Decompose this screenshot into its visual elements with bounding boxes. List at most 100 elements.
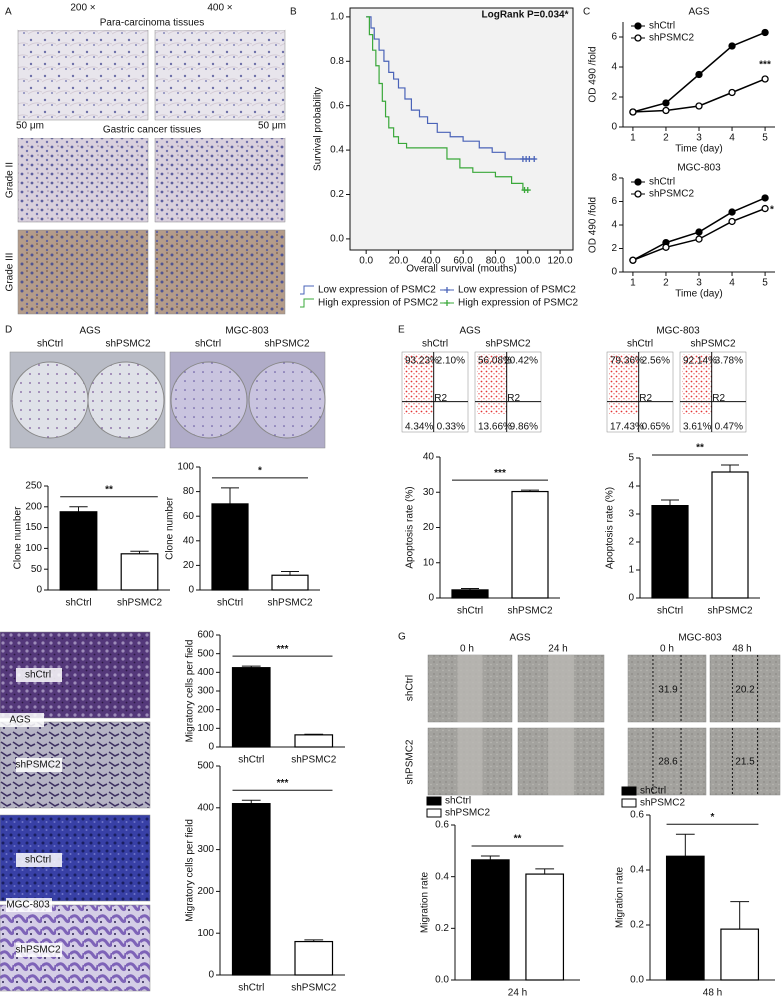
chart-title: MGC-803 — [677, 163, 721, 174]
legend-label: High expression of PSMC2 — [458, 298, 578, 309]
y-tick-label: 200 — [197, 886, 214, 897]
annotation: LogRank P=0.034* — [482, 10, 569, 21]
x-tick-label: shCtrl — [65, 598, 91, 609]
label: shPSMC2 — [15, 760, 60, 771]
y-tick-label: 200 — [197, 704, 214, 715]
image — [17, 29, 149, 121]
x-tick-label: shPSMC2 — [707, 606, 752, 617]
label: shCtrl — [25, 670, 51, 681]
label: shCtrl — [422, 339, 448, 350]
bar — [451, 589, 489, 599]
y-tick-label: 6 — [611, 32, 617, 43]
label: MGC-803 — [225, 326, 269, 337]
image — [154, 137, 286, 223]
image — [154, 29, 286, 121]
x-tick-label: 24 h — [508, 988, 527, 997]
label: 400 × — [207, 3, 232, 14]
label: 0.33% — [437, 422, 465, 433]
label: MGC-803 — [6, 900, 50, 911]
y-axis-label: Survival probability — [313, 87, 324, 171]
marker — [695, 235, 703, 243]
legend-swatch — [621, 786, 637, 796]
line — [366, 16, 528, 191]
y-tick-label: 3 — [628, 509, 634, 520]
y-tick-label: 0.2 — [435, 923, 449, 934]
label: Grade III — [5, 253, 16, 292]
y-tick-label: 250 — [25, 481, 42, 492]
legend-marker — [444, 287, 450, 293]
panel-letter: G — [398, 632, 406, 643]
legend-marker — [444, 300, 450, 306]
y-tick-label: 40 — [183, 535, 195, 546]
y-tick-label: 10 — [423, 557, 435, 568]
label: 200 × — [70, 3, 95, 14]
y-tick-label: 100 — [177, 462, 194, 473]
label: 24 h — [548, 644, 567, 655]
legend-label: shCtrl — [445, 796, 471, 807]
x-tick-label: 120.0 — [548, 256, 573, 267]
y-tick-label: 500 — [197, 761, 214, 772]
y-tick-label: 100 — [25, 543, 42, 554]
marker — [695, 228, 703, 236]
y-tick-label: 0 — [208, 742, 214, 753]
x-tick-label: 1 — [630, 278, 636, 289]
title-band — [18, 121, 285, 138]
legend-label: Low expression of PSMC2 — [458, 285, 576, 296]
x-tick-label: shPSMC2 — [507, 606, 552, 617]
marker — [728, 217, 736, 226]
y-tick-label: 200 — [25, 501, 42, 512]
bar — [59, 511, 98, 591]
y-axis-label: Migration rate — [420, 871, 431, 933]
y-tick-label: 150 — [25, 522, 42, 533]
y-axis-label: Clone number — [13, 506, 24, 569]
legend-label: shPSMC2 — [640, 798, 685, 809]
y-tick-label: 0 — [611, 267, 617, 278]
bar — [231, 803, 271, 976]
y-tick-label: 0 — [208, 970, 214, 981]
label: 93.23% — [405, 356, 439, 367]
label: 0.65% — [642, 422, 670, 433]
legend-label: shPSMC2 — [445, 808, 490, 819]
y-tick-label: 20 — [423, 522, 435, 533]
legend-label: shCtrl — [649, 177, 675, 188]
bar — [470, 859, 510, 981]
y-tick-label: 300 — [197, 686, 214, 697]
image — [17, 137, 149, 223]
label: 20.2 — [735, 685, 755, 696]
x-tick-label: 5 — [762, 278, 768, 289]
y-tick-label: 0.6 — [435, 820, 449, 831]
legend-label: shCtrl — [649, 21, 675, 32]
panel-letter: D — [5, 325, 12, 336]
legend-marker — [634, 178, 642, 186]
significance: *** — [277, 778, 289, 789]
y-tick-label: 2 — [611, 243, 617, 254]
marker — [761, 28, 769, 37]
marker — [695, 102, 703, 110]
bar — [271, 574, 309, 591]
label: AGS — [509, 633, 530, 644]
y-tick-label: 2 — [628, 537, 634, 548]
bar — [720, 928, 760, 981]
bar — [525, 873, 565, 981]
y-tick-label: 4 — [611, 62, 617, 73]
bar — [211, 503, 249, 591]
y-tick-label: 6 — [611, 196, 617, 207]
legend-label: shPSMC2 — [649, 189, 694, 200]
label-bg — [16, 853, 62, 867]
marker — [728, 42, 736, 50]
significance: *** — [759, 60, 771, 71]
dish — [11, 361, 89, 439]
y-tick-label: 0.4 — [330, 145, 344, 156]
x-tick-label: shCtrl — [238, 983, 264, 994]
significance: ** — [696, 443, 704, 454]
title-band — [18, 17, 285, 30]
image — [709, 654, 781, 723]
flow-cells — [609, 354, 639, 414]
flow-cells — [404, 354, 434, 414]
panel-letter: E — [398, 325, 405, 336]
y-tick-label: 100 — [197, 928, 214, 939]
label: R2 — [712, 393, 725, 404]
label: Gastric cancer tissues — [103, 125, 201, 136]
significance: ** — [105, 484, 113, 495]
